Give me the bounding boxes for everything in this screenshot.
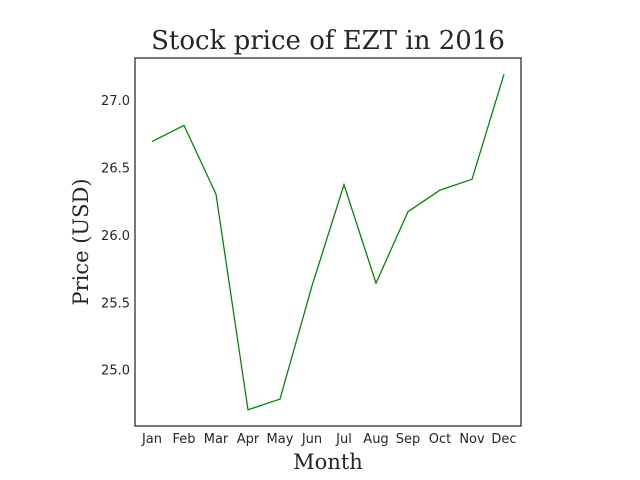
x-tick-label: Feb: [172, 432, 195, 447]
x-tick-label: Jul: [335, 432, 352, 447]
plot-area-frame: [134, 57, 522, 427]
y-axis-ticks: 25.0 25.5 26.0 26.5 27.0: [101, 94, 130, 379]
chart-title: Stock price of EZT in 2016: [151, 26, 505, 56]
x-tick-label: Apr: [237, 432, 260, 447]
x-tick-label: Dec: [491, 432, 516, 447]
y-tick-label: 26.0: [101, 229, 130, 244]
x-axis-ticks: Jan Feb Mar Apr May Jun Jul Aug Sep Oct Nov Dec: [141, 432, 517, 447]
y-tick-label: 25.5: [101, 296, 130, 311]
x-tick-label: Aug: [363, 432, 388, 447]
series-line: [151, 73, 505, 411]
y-tick-label: 26.5: [101, 162, 130, 177]
y-tick-label: 25.0: [101, 364, 130, 379]
x-tick-label: Jun: [301, 432, 322, 447]
x-tick-label: Sep: [396, 432, 421, 447]
x-tick-label: Oct: [429, 432, 451, 447]
x-axis-label: Month: [293, 450, 363, 474]
x-tick-label: Jan: [141, 432, 162, 447]
x-tick-label: Mar: [204, 432, 229, 447]
x-tick-label: May: [267, 432, 294, 447]
y-tick-label: 27.0: [101, 94, 130, 109]
x-tick-label: Nov: [459, 432, 485, 447]
series-layer: [151, 73, 505, 411]
y-axis-label: Price (USD): [69, 178, 93, 305]
